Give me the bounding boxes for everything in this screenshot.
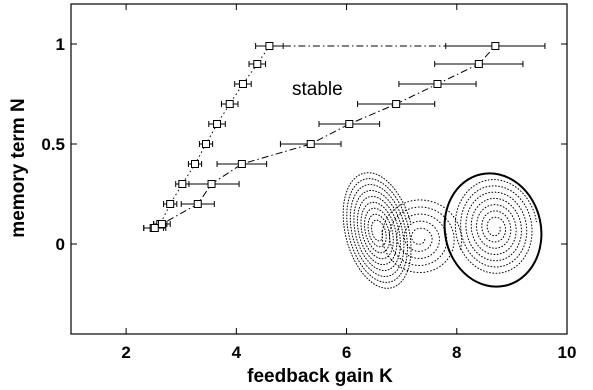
series-1-point <box>202 140 211 148</box>
series-2-line <box>154 45 496 229</box>
right-spiral <box>454 179 537 274</box>
series-2-point <box>345 120 354 128</box>
y-tick-label: 0 <box>56 235 65 254</box>
series-2-point <box>150 224 159 232</box>
plot-frame <box>70 3 568 335</box>
phase-portrait-inset <box>342 172 543 289</box>
series-1-point <box>265 42 274 50</box>
series-1-point <box>166 200 175 208</box>
series-2-point <box>392 100 401 108</box>
limit-cycle <box>443 172 543 288</box>
y-tick-label: 1 <box>56 35 65 54</box>
series-2-point <box>433 80 442 88</box>
series-lines <box>153 45 496 229</box>
data-markers <box>149 42 500 232</box>
x-tick-label: 8 <box>452 343 461 362</box>
series-1-point <box>213 120 222 128</box>
series-2-point <box>237 160 246 168</box>
middle-spiral <box>381 199 462 273</box>
left-spiral <box>342 172 412 289</box>
series-2-point <box>193 200 202 208</box>
y-tick-label: 0.5 <box>41 135 65 154</box>
series-1-point <box>191 160 199 168</box>
series-1-point <box>225 100 234 108</box>
axis-ticks: 2 4 6 8 10 0 0.5 1 <box>41 4 576 362</box>
stable-annotation: stable <box>292 79 343 100</box>
series-2-point <box>157 220 166 228</box>
x-tick-label: 4 <box>232 343 242 362</box>
series-1-point <box>253 60 262 68</box>
series-2-point <box>474 60 483 68</box>
series-2-point <box>491 42 500 50</box>
x-tick-label: 2 <box>121 343 130 362</box>
x-tick-label: 6 <box>342 343 351 362</box>
x-tick-label: 10 <box>558 343 577 362</box>
x-axis-label: feedback gain K <box>247 366 393 387</box>
series-1-point <box>178 180 187 188</box>
y-axis-label: memory term N <box>8 98 29 237</box>
series-2-point <box>207 180 216 188</box>
series-1-point <box>238 80 247 88</box>
series-2-point <box>306 140 315 148</box>
